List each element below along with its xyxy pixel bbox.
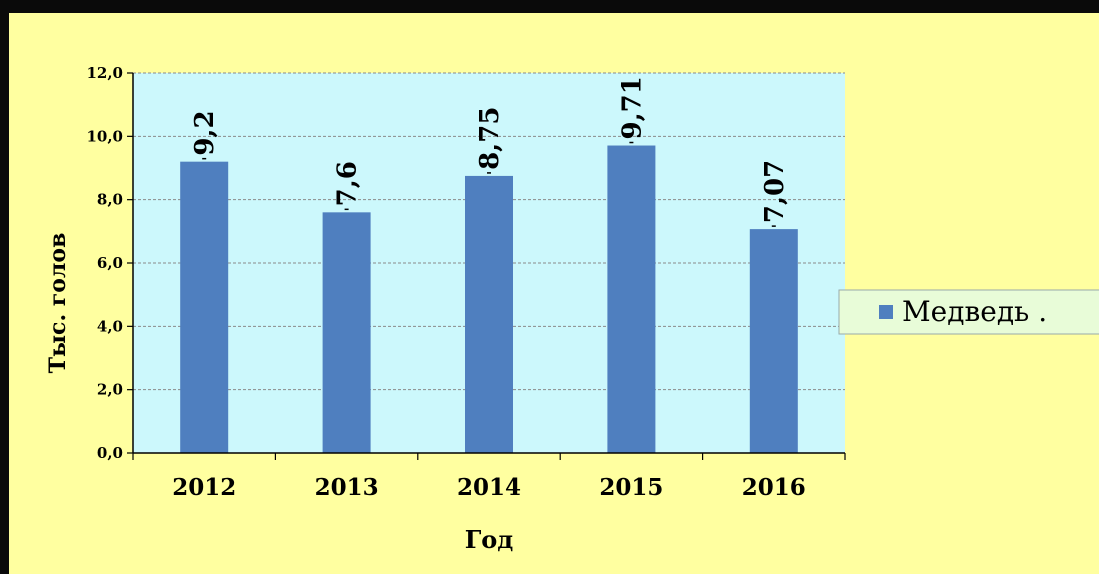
bar-chart: 0,0 2,0 4,0 6,0 8,0 10,0 12,0 9,2 7,6 8,75 9,71 7,…	[45, 64, 1099, 554]
bar	[322, 212, 371, 453]
bars	[180, 141, 798, 453]
y-tick-label: 12,0	[86, 64, 123, 82]
legend-label: Медведь .	[902, 295, 1047, 328]
data-label: 8,75	[475, 107, 505, 170]
legend-swatch	[879, 305, 893, 319]
legend: Медведь .	[838, 289, 1099, 335]
data-label: 9,2	[190, 110, 220, 155]
x-tick-label: 2015	[599, 474, 663, 501]
x-axis-ticks: 2012 2013 2014 2015 2016	[132, 453, 846, 501]
bar	[465, 175, 513, 453]
y-tick-label: 6,0	[97, 254, 123, 272]
x-tick-label: 2013	[315, 474, 379, 501]
x-tick-label: 2014	[457, 474, 521, 501]
y-tick-label: 8,0	[97, 191, 123, 209]
data-labels: 9,2 7,6 8,75 9,71 7,07	[190, 76, 790, 223]
bar	[180, 161, 229, 453]
y-tick-label: 4,0	[97, 317, 123, 335]
x-axis-title: Год	[465, 525, 514, 554]
data-label: 9,71	[617, 76, 647, 139]
y-tick-label: 0,0	[97, 444, 123, 462]
y-tick-label: 10,0	[86, 127, 123, 145]
bar	[607, 145, 656, 453]
data-label: 7,07	[760, 160, 790, 223]
x-tick-label: 2012	[172, 474, 236, 501]
y-tick-label: 2,0	[97, 381, 123, 399]
bar	[749, 229, 798, 453]
x-tick-label: 2016	[742, 474, 806, 501]
data-label: 7,6	[333, 161, 363, 206]
y-axis-ticks: 0,0 2,0 4,0 6,0 8,0 10,0 12,0	[86, 64, 133, 462]
y-axis-title: Тыс. голов	[45, 233, 71, 374]
